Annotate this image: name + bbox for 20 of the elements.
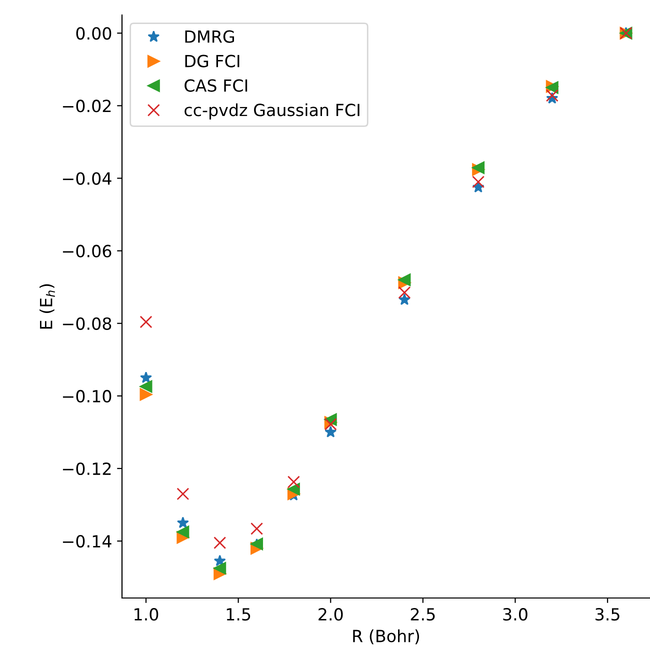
x-tick-label: 1.5 bbox=[226, 608, 250, 621]
x-tick-label: 2.5 bbox=[410, 608, 435, 621]
y-tick-label: −0.14 bbox=[62, 535, 112, 548]
x-tick-label: 3.0 bbox=[503, 608, 528, 621]
y-tick-label: −0.02 bbox=[62, 100, 111, 112]
y-tick-label: −0.04 bbox=[62, 172, 112, 185]
legend-label: DG FCI bbox=[185, 54, 240, 68]
y-tick-label: −0.10 bbox=[62, 390, 112, 402]
y-tick-label: −0.12 bbox=[62, 462, 111, 476]
y-axis-title: E (E$_{h}$) bbox=[40, 284, 55, 329]
legend-label: cc-pvdz Gaussian FCI bbox=[184, 103, 360, 120]
x-tick-label: 1.0 bbox=[134, 608, 158, 621]
x-tick-label: 2.0 bbox=[318, 608, 343, 621]
x-tick-label: 3.5 bbox=[596, 608, 620, 621]
y-tick-label: −0.08 bbox=[62, 317, 112, 330]
y-tick-label: 0.00 bbox=[76, 27, 112, 40]
legend-label: CAS FCI bbox=[184, 79, 248, 92]
legend-label: DMRG bbox=[185, 30, 234, 43]
x-axis-title: R (Bohr) bbox=[353, 629, 420, 644]
y-tick-label: −0.06 bbox=[62, 244, 112, 258]
